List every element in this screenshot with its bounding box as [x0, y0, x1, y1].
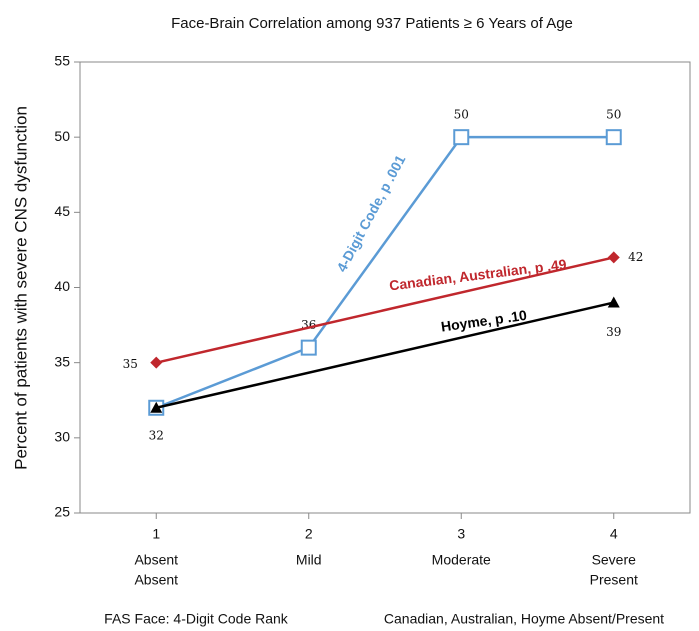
marker	[453, 129, 470, 146]
category-label: Absent	[134, 552, 178, 568]
series-line	[155, 301, 615, 409]
marker	[607, 251, 620, 264]
y-tick-label: 55	[54, 53, 70, 69]
marker	[150, 401, 163, 413]
chart-title: Face-Brain Correlation among 937 Patient…	[171, 15, 573, 32]
marker	[150, 356, 163, 369]
y-tick-label: 25	[54, 504, 70, 520]
data-label: 32	[149, 428, 164, 442]
series-line	[155, 256, 615, 364]
category-label: Present	[590, 572, 638, 588]
data-label: 42	[628, 250, 643, 264]
x-tick-label: 1	[152, 526, 160, 542]
y-tick-label: 35	[54, 353, 70, 369]
data-label: 39	[606, 325, 621, 339]
y-tick-label: 50	[54, 128, 70, 144]
category-label: Moderate	[432, 552, 491, 568]
marker	[607, 296, 620, 308]
series-line	[155, 135, 614, 409]
data-label: 35	[123, 357, 138, 371]
marker	[605, 129, 622, 146]
marker	[300, 339, 317, 356]
category-label: Absent	[134, 572, 178, 588]
y-tick-label: 30	[54, 429, 70, 445]
y-tick-label: 45	[54, 203, 70, 219]
x-axis-label: Canadian, Australian, Hoyme Absent/Prese…	[384, 611, 664, 627]
x-tick-label: 3	[457, 526, 465, 542]
x-tick-label: 2	[305, 526, 313, 542]
series-label: Hoyme, p .10	[440, 307, 528, 335]
data-label: 50	[454, 108, 469, 122]
y-axis-label: Percent of patients with severe CNS dysf…	[11, 106, 30, 470]
x-tick-label: 4	[610, 526, 618, 542]
series-label: 4-Digit Code, p .001	[333, 152, 408, 274]
x-axis-label: FAS Face: 4-Digit Code Rank	[104, 611, 289, 627]
data-label: 50	[606, 108, 621, 122]
category-label: Mild	[296, 552, 322, 568]
plot-frame	[79, 61, 691, 514]
y-tick-label: 40	[54, 278, 70, 294]
category-label: Severe	[592, 552, 637, 568]
